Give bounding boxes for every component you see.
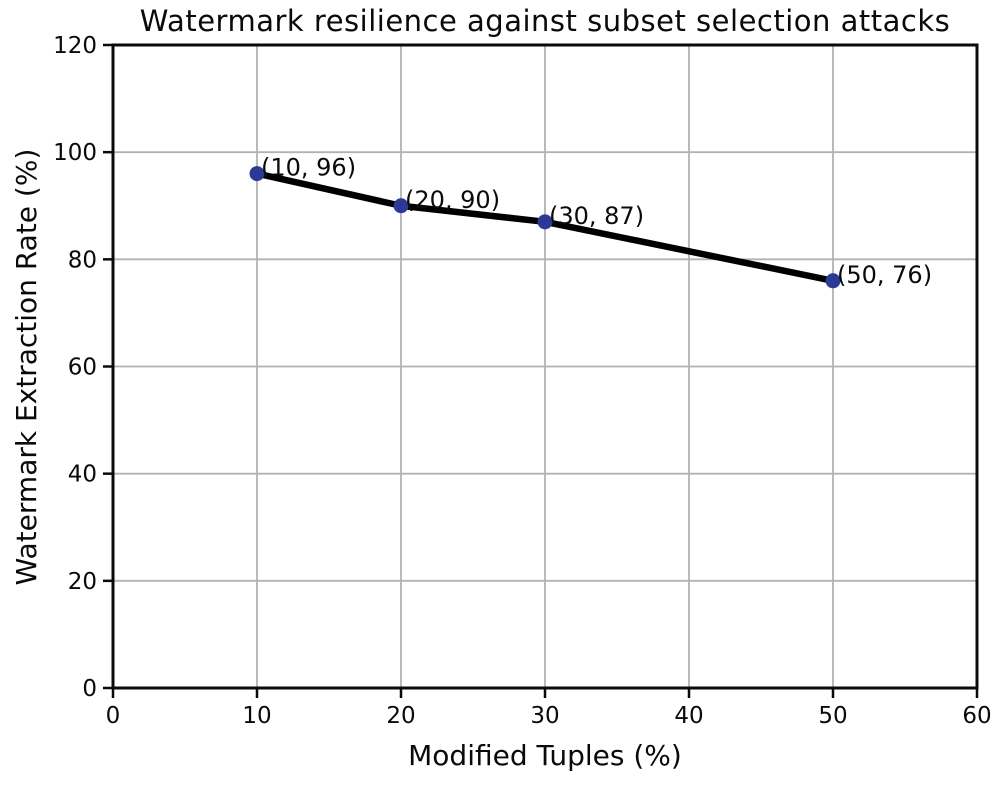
point-label: (50, 76) [837, 261, 932, 289]
x-tick-label: 0 [106, 703, 121, 729]
gridlines [113, 45, 977, 688]
data-point [825, 273, 841, 289]
data-point [393, 198, 409, 214]
y-tick-label: 40 [68, 462, 97, 488]
x-tick-label: 10 [242, 703, 271, 729]
y-axis-label: Watermark Extraction Rate (%) [10, 149, 43, 586]
point-label: (30, 87) [549, 202, 644, 230]
y-tick-label: 120 [53, 33, 97, 59]
axes [103, 43, 979, 698]
x-tick-label: 50 [818, 703, 847, 729]
y-tick-label: 20 [68, 569, 97, 595]
chart-title: Watermark resilience against subset sele… [140, 4, 951, 38]
y-tick-label: 100 [53, 140, 97, 166]
y-tick-label: 80 [68, 247, 97, 273]
x-tick-label: 20 [386, 703, 415, 729]
x-axis-label: Modified Tuples (%) [408, 739, 682, 772]
x-tick-label: 30 [530, 703, 559, 729]
y-tick-label: 0 [82, 676, 97, 702]
data-point [249, 166, 265, 182]
data-series: (10, 96) (20, 90) (30, 87) (50, 76) [249, 154, 932, 289]
data-point [537, 214, 553, 230]
point-label: (10, 96) [261, 154, 356, 182]
data-line [253, 170, 837, 285]
x-tick-label: 40 [674, 703, 703, 729]
y-tick-label: 60 [68, 355, 97, 381]
tick-labels: 0 10 20 30 40 50 60 0 20 40 60 80 100 120 [53, 33, 992, 729]
point-label: (20, 90) [405, 186, 500, 214]
x-tick-label: 60 [962, 703, 991, 729]
